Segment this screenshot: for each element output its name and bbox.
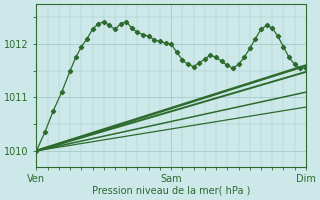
X-axis label: Pression niveau de la mer( hPa ): Pression niveau de la mer( hPa ) xyxy=(92,186,250,196)
